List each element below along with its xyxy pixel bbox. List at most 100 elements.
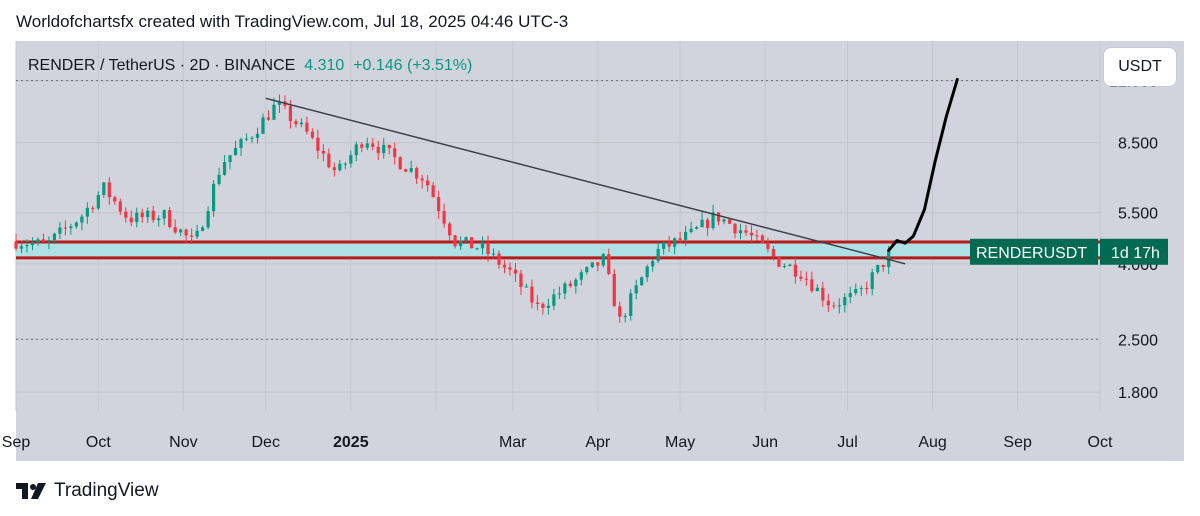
candle-body	[541, 303, 545, 308]
candle-body	[129, 217, 133, 223]
candle-body	[645, 266, 649, 278]
candle-body	[327, 153, 331, 168]
candle-body	[777, 256, 781, 267]
candle-body	[365, 143, 369, 148]
candle-body	[821, 287, 825, 301]
dotted-levels	[16, 80, 1100, 340]
candle-body	[557, 293, 561, 295]
candle-body	[601, 254, 605, 266]
grid-lines	[15, 41, 1101, 411]
candle-body	[157, 218, 161, 221]
candle-body	[354, 144, 358, 156]
candle-body	[96, 194, 100, 209]
candle-body	[437, 197, 441, 211]
candle-body	[233, 147, 238, 156]
candle-body	[574, 279, 578, 287]
candle-body	[124, 211, 128, 218]
candle-body	[288, 105, 293, 122]
candle-body	[837, 305, 841, 307]
candle-body	[173, 227, 177, 233]
candle-body	[782, 265, 787, 267]
candle-body	[678, 238, 682, 240]
candles	[14, 94, 891, 323]
candle-body	[30, 242, 35, 246]
candle-body	[453, 235, 457, 247]
time-tick-label: Oct	[1088, 434, 1113, 451]
candle-body	[426, 180, 430, 186]
candle-body	[716, 212, 721, 222]
candle-body	[530, 286, 534, 303]
candle-body	[524, 286, 529, 288]
candle-body	[294, 121, 298, 125]
candle-body	[321, 150, 325, 154]
candle-body	[310, 131, 314, 138]
candle-body	[480, 242, 485, 249]
projection-path	[887, 77, 959, 252]
candle-body	[870, 272, 874, 289]
candle-body	[266, 117, 271, 120]
candle-body	[568, 283, 572, 287]
candle-body	[404, 169, 408, 172]
time-tick-label: Aug	[918, 434, 946, 451]
candle-body	[513, 269, 518, 274]
candle-body	[497, 253, 501, 265]
candle-body	[607, 254, 611, 274]
candle-body	[277, 101, 282, 105]
candle-body	[206, 211, 210, 228]
candle-body	[69, 226, 73, 228]
candle-body	[486, 242, 490, 255]
chart-caption: Worldofchartsfx created with TradingView…	[16, 12, 569, 31]
price-badge-countdown: 1d 17h	[1111, 245, 1160, 262]
candle-body	[612, 273, 616, 307]
candle-body	[217, 174, 221, 184]
candle-body	[733, 223, 737, 234]
candle-body	[744, 230, 748, 233]
candle-body	[244, 138, 249, 140]
candle-body	[41, 239, 46, 242]
candle-body	[684, 231, 688, 240]
candle-body	[431, 185, 435, 198]
price-badge-symbol: RENDERUSDT	[976, 245, 1087, 262]
candle-body	[629, 293, 633, 316]
candle-body	[190, 235, 194, 237]
candle-body	[387, 144, 391, 149]
candle-body	[563, 283, 567, 294]
candle-body	[168, 210, 172, 228]
candle-body	[85, 207, 89, 217]
candle-body	[469, 237, 474, 249]
footer-brand[interactable]: TradingView	[16, 480, 159, 502]
candle-body	[91, 207, 95, 209]
candle-body	[464, 237, 468, 241]
time-tick-label: Mar	[499, 434, 527, 451]
currency-button[interactable]: USDT	[1104, 48, 1176, 86]
price-change: +0.146 (+3.51%)	[353, 57, 473, 74]
time-tick-label: Sep	[1003, 434, 1032, 451]
candle-body	[788, 264, 792, 266]
candle-body	[146, 210, 150, 218]
candle-body	[705, 219, 710, 229]
candle-body	[102, 182, 106, 195]
projection-line	[887, 77, 959, 252]
candle-body	[738, 230, 743, 234]
candle-body	[195, 230, 199, 237]
candle-body	[47, 239, 51, 242]
support-zone-fill	[16, 242, 1168, 258]
candle-body	[63, 227, 67, 229]
candle-body	[349, 155, 353, 164]
candle-body	[722, 219, 726, 222]
candle-body	[854, 289, 858, 294]
candle-body	[107, 182, 111, 198]
trendline	[265, 97, 906, 265]
candle-body	[755, 235, 759, 237]
candle-body	[766, 242, 770, 249]
candle-body	[793, 264, 797, 277]
time-tick-label: 2025	[333, 434, 369, 451]
candle-body	[596, 262, 600, 266]
candle-body	[448, 223, 452, 236]
candle-body	[135, 212, 139, 223]
candle-body	[771, 248, 776, 257]
candle-body	[634, 285, 638, 294]
time-tick-label: Oct	[86, 434, 111, 451]
last-price: 4.310	[304, 57, 345, 74]
